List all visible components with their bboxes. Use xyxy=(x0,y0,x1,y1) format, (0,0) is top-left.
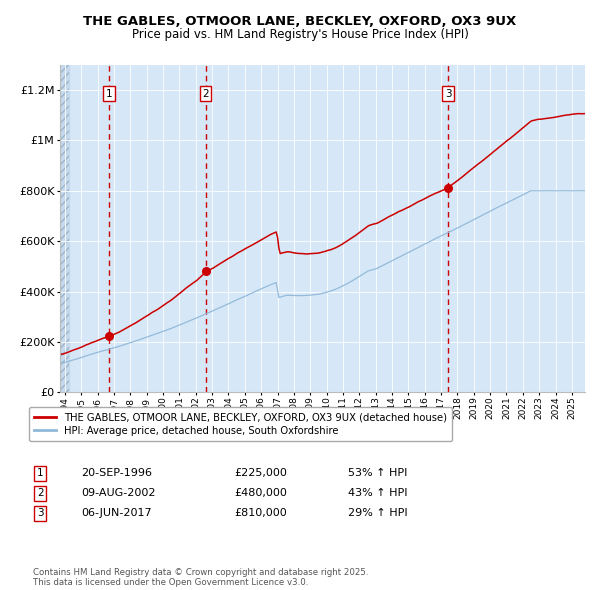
Legend: THE GABLES, OTMOOR LANE, BECKLEY, OXFORD, OX3 9UX (detached house), HPI: Average: THE GABLES, OTMOOR LANE, BECKLEY, OXFORD… xyxy=(29,407,452,441)
Text: 1: 1 xyxy=(37,468,44,478)
Text: 53% ↑ HPI: 53% ↑ HPI xyxy=(348,468,407,478)
Bar xyxy=(60,65,69,392)
Text: 3: 3 xyxy=(445,89,451,99)
Text: 06-JUN-2017: 06-JUN-2017 xyxy=(81,509,152,518)
Text: 43% ↑ HPI: 43% ↑ HPI xyxy=(348,489,407,498)
Text: 1: 1 xyxy=(106,89,113,99)
Text: 29% ↑ HPI: 29% ↑ HPI xyxy=(348,509,407,518)
Text: £810,000: £810,000 xyxy=(234,509,287,518)
Text: 09-AUG-2002: 09-AUG-2002 xyxy=(81,489,155,498)
Text: £225,000: £225,000 xyxy=(234,468,287,478)
Text: 2: 2 xyxy=(37,489,44,498)
Text: THE GABLES, OTMOOR LANE, BECKLEY, OXFORD, OX3 9UX: THE GABLES, OTMOOR LANE, BECKLEY, OXFORD… xyxy=(83,15,517,28)
Text: 3: 3 xyxy=(37,509,44,518)
Text: Price paid vs. HM Land Registry's House Price Index (HPI): Price paid vs. HM Land Registry's House … xyxy=(131,28,469,41)
Text: Contains HM Land Registry data © Crown copyright and database right 2025.
This d: Contains HM Land Registry data © Crown c… xyxy=(33,568,368,587)
Text: 20-SEP-1996: 20-SEP-1996 xyxy=(81,468,152,478)
Text: £480,000: £480,000 xyxy=(234,489,287,498)
Text: 2: 2 xyxy=(202,89,209,99)
Bar xyxy=(60,65,69,392)
